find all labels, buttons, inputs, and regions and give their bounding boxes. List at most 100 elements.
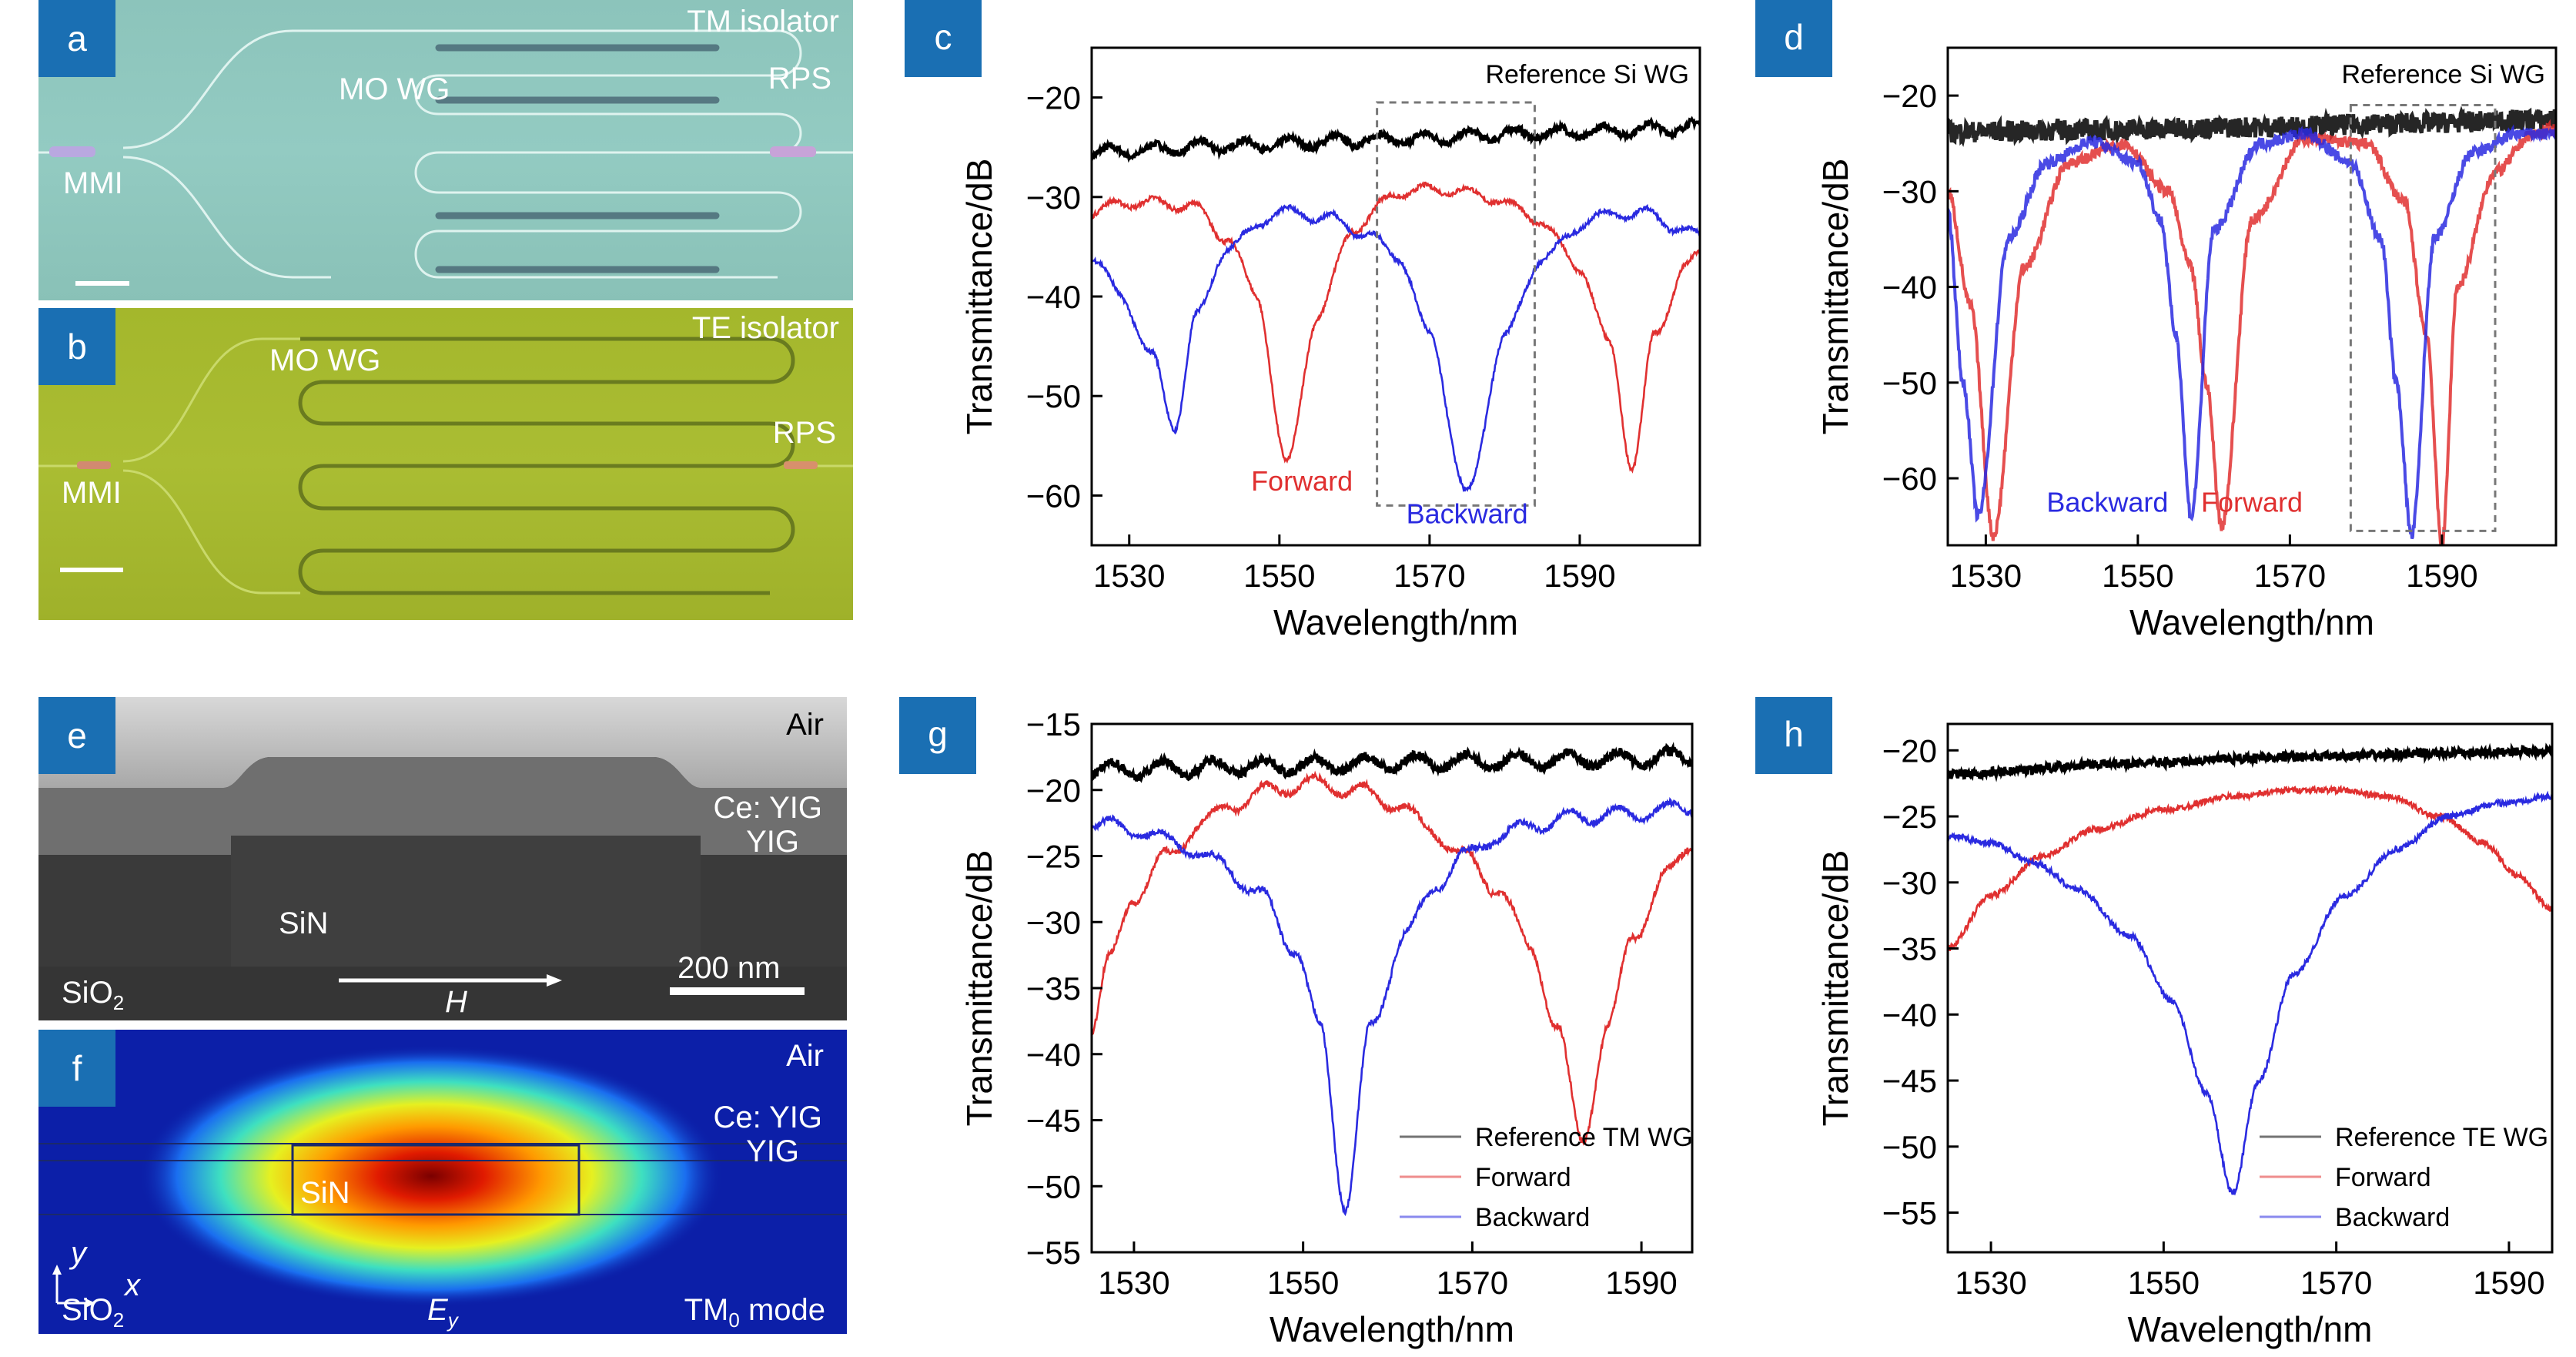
y-tick-label: −60 — [1882, 461, 1937, 497]
y-tick-label: −45 — [1026, 1103, 1081, 1139]
y-axis-label-h: Transmittance/dB — [1815, 850, 1855, 1127]
legend-label: Reference TM WG — [1475, 1123, 1693, 1152]
chart-g: g 1530 1550 1570 1590 −15 −20 −25 −30 −35 −40 −45 −5… — [899, 697, 1694, 1349]
y-tick-label: −55 — [1882, 1195, 1937, 1231]
annotation-d-backward: Backward — [2046, 487, 2168, 518]
label-te-isolator: TE isolator — [691, 311, 839, 345]
series-g-reference-tm-wg — [1092, 742, 1692, 783]
panel-label-h: h — [1784, 714, 1804, 754]
label-sio2-f: SiO2 — [62, 1293, 125, 1332]
waveguide-layout-a — [38, 29, 853, 286]
x-tick-label: 1590 — [2473, 1265, 2544, 1301]
x-tick-label: 1550 — [2128, 1265, 2200, 1301]
y-tick-label: −30 — [1026, 179, 1081, 216]
label-tm-isolator: TM isolator — [687, 5, 839, 39]
y-tick-label: −25 — [1882, 799, 1937, 835]
plot-frame-c — [1090, 46, 1701, 547]
chart-c: c 1530 1550 1570 1590 −20 −30 −40 −50 −60 Waveleng… — [905, 0, 1701, 642]
y-tick-label: −20 — [1026, 80, 1081, 116]
legend-label: Backward — [1475, 1203, 1590, 1232]
x-tick-label: 1550 — [1243, 558, 1315, 594]
legend-label: Backward — [2335, 1203, 2450, 1232]
x-tick-label: 1590 — [2406, 558, 2477, 594]
chart-h: h 1530 1550 1570 1590 −20 −25 −30 −35 −40 −45 −50 −5… — [1755, 697, 2554, 1349]
x-axis-label-g: Wavelength/nm — [1270, 1309, 1514, 1349]
panel-label-a: a — [38, 0, 115, 77]
label-x-axis-f: x — [125, 1268, 140, 1302]
panel-badge-d — [1755, 0, 1832, 77]
x-axis-label-h: Wavelength/nm — [2128, 1309, 2373, 1349]
waveguide-layout-b — [38, 337, 853, 595]
label-air-f: Air — [786, 1039, 824, 1073]
series-h-backward — [1948, 790, 2552, 1196]
y-tick-label: −55 — [1026, 1235, 1081, 1271]
y-tick-label: −35 — [1026, 970, 1081, 1007]
label-yig-f: YIG — [746, 1134, 799, 1168]
panel-badge-c — [905, 0, 982, 77]
annotation-c-forward: Forward — [1251, 465, 1353, 497]
rps-marker-a — [770, 146, 816, 157]
series-c-reference-si-wg — [1092, 116, 1700, 163]
y-tick-label: −30 — [1882, 173, 1937, 209]
x-axis-label-c: Wavelength/nm — [1273, 602, 1518, 642]
series-g-backward — [1092, 796, 1692, 1217]
panel-label-b: b — [38, 308, 115, 385]
micrograph-a: a TM isolator MO WG RPS MMI — [38, 0, 853, 300]
panel-label-g: g — [928, 714, 948, 754]
x-tick-label: 1550 — [1267, 1265, 1339, 1301]
y-tick-label: −40 — [1882, 270, 1937, 306]
label-scale-e: 200 nm — [677, 951, 781, 985]
y-tick-label: −20 — [1026, 772, 1081, 809]
y-tick-label: −45 — [1882, 1063, 1937, 1099]
label-h-e: H — [445, 985, 467, 1019]
label-ceyig-e: Ce: YIG — [713, 791, 822, 825]
y-tick-label: −20 — [1882, 78, 1937, 114]
x-tick-label: 1570 — [2254, 558, 2326, 594]
micrograph-b: b TE isolator MO WG RPS MMI — [38, 308, 853, 620]
y-tick-label: −15 — [1026, 706, 1081, 742]
series-d-backward — [1948, 124, 2556, 540]
plot-frame-d — [1946, 46, 2558, 547]
panel-label-f: f — [38, 1030, 115, 1107]
label-sin-e: SiN — [279, 906, 329, 940]
y-tick-label: −40 — [1882, 997, 1937, 1033]
panel-label-c: c — [935, 17, 952, 57]
y-tick-label: −20 — [1882, 732, 1937, 769]
y-tick-label: −50 — [1026, 378, 1081, 414]
panel-badge-g — [899, 697, 976, 774]
dashed-box-d — [2349, 104, 2497, 532]
sem-image-e: e Air Ce: YIG YIG SiN SiO2 H 200 nm — [38, 697, 847, 1020]
x-tick-label: 1530 — [1955, 1265, 2026, 1301]
label-air-e: Air — [786, 708, 824, 742]
sem-cross-section — [38, 697, 847, 1020]
mmi-marker-a — [49, 146, 95, 157]
panel-label-d: d — [1784, 17, 1804, 57]
label-mmi-a: MMI — [63, 166, 123, 200]
y-tick-label: −30 — [1026, 904, 1081, 940]
rps-marker-b — [784, 461, 818, 469]
dashed-box-c — [1376, 101, 1536, 507]
label-mmi-b: MMI — [62, 476, 122, 510]
x-tick-label: 1570 — [1437, 1265, 1508, 1301]
field-distribution — [38, 1030, 847, 1334]
label-mo-wg-b: MO WG — [269, 343, 381, 377]
x-tick-label: 1530 — [1093, 558, 1165, 594]
x-axis-label-d: Wavelength/nm — [2129, 602, 2374, 642]
y-tick-label: −50 — [1882, 1129, 1937, 1165]
annotation-d-reference-si-wg: Reference Si WG — [2341, 60, 2545, 89]
legend-label: Reference TE WG — [2335, 1123, 2548, 1152]
y-tick-label: −50 — [1026, 1168, 1081, 1205]
y-tick-label: −30 — [1882, 865, 1937, 901]
sin-core-outline — [291, 1144, 580, 1216]
label-sin-f: SiN — [300, 1176, 350, 1210]
y-axis-label-d: Transmittance/dB — [1815, 159, 1855, 435]
chart-d: d 1530 1550 1570 1590 −20 −30 −40 −50 −60 Waveleng… — [1755, 0, 2558, 642]
x-tick-label: 1570 — [1393, 558, 1465, 594]
label-mode-f: TM0 mode — [684, 1293, 825, 1332]
x-tick-label: 1590 — [1544, 558, 1615, 594]
x-tick-label: 1550 — [2102, 558, 2173, 594]
x-tick-label: 1530 — [1950, 558, 2022, 594]
y-tick-label: −35 — [1882, 931, 1937, 967]
series-d-forward — [1948, 119, 2556, 545]
